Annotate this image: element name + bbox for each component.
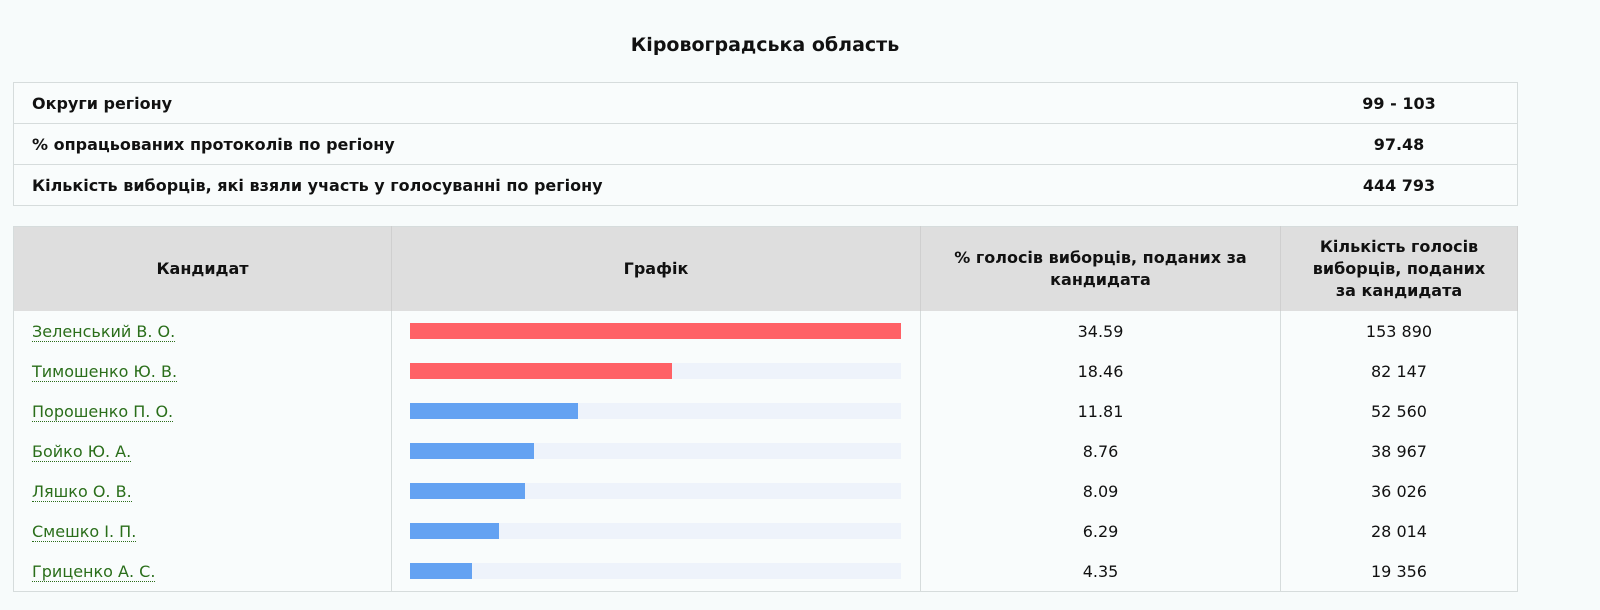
vote-bar [410,523,500,539]
candidate-cell: Смешко І. П. [13,511,392,551]
summary-row-protocols: % опрацьованих протоколів по регіону 97.4… [13,123,1518,165]
summary-label: Округи регіону [13,82,1281,124]
bar-track [410,523,901,539]
votes-cell: 52 560 [1280,391,1518,431]
votes-cell: 36 026 [1280,471,1518,511]
percent-cell: 11.81 [920,391,1281,431]
table-row: Бойко Ю. А. 8.76 38 967 [13,431,1518,471]
region-title: Кіровоградська область [630,34,900,56]
candidate-cell: Порошенко П. О. [13,391,392,431]
vote-bar [410,483,525,499]
summary-label: % опрацьованих протоколів по регіону [13,123,1281,165]
summary-row-districts: Округи регіону 99 - 103 [13,82,1518,124]
bar-track [410,363,901,379]
header-chart: Графік [391,226,921,311]
bar-track [410,483,901,499]
candidate-cell: Тимошенко Ю. В. [13,351,392,391]
table-row: Смешко І. П. 6.29 28 014 [13,511,1518,551]
chart-cell [391,351,921,391]
percent-cell: 8.76 [920,431,1281,471]
candidate-cell: Гриценко А. С. [13,551,392,592]
chart-cell [391,391,921,431]
candidates-table: Кандидат Графік % голосів виборців, пода… [13,226,1518,592]
candidate-link[interactable]: Ляшко О. В. [32,481,132,502]
candidate-cell: Бойко Ю. А. [13,431,392,471]
votes-cell: 153 890 [1280,311,1518,351]
vote-bar [410,443,535,459]
percent-cell: 6.29 [920,511,1281,551]
vote-bar [410,403,578,419]
vote-bar [410,563,472,579]
candidate-link[interactable]: Тимошенко Ю. В. [32,361,178,382]
chart-cell [391,471,921,511]
chart-cell [391,511,921,551]
table-row: Тимошенко Ю. В. 18.46 82 147 [13,351,1518,391]
bar-track [410,403,901,419]
vote-bar [410,323,901,339]
header-candidate: Кандидат [13,226,392,311]
candidate-link[interactable]: Гриценко А. С. [32,561,156,582]
chart-cell [391,311,921,351]
bar-track [410,323,901,339]
table-row: Зеленський В. О. 34.59 153 890 [13,311,1518,351]
header-percent: % голосів виборців, поданих за кандидата [920,226,1281,311]
votes-cell: 82 147 [1280,351,1518,391]
vote-bar [410,363,673,379]
percent-cell: 18.46 [920,351,1281,391]
votes-cell: 28 014 [1280,511,1518,551]
candidate-link[interactable]: Смешко І. П. [32,521,137,542]
bar-track [410,443,901,459]
votes-cell: 19 356 [1280,551,1518,592]
summary-value: 97.48 [1281,123,1518,165]
summary-value: 99 - 103 [1281,82,1518,124]
votes-cell: 38 967 [1280,431,1518,471]
table-row: Порошенко П. О. 11.81 52 560 [13,391,1518,431]
percent-cell: 4.35 [920,551,1281,592]
percent-cell: 34.59 [920,311,1281,351]
header-count: Кількість голосів виборців, поданих за к… [1280,226,1518,311]
summary-row-turnout: Кількість виборців, які взяли участь у г… [13,164,1518,206]
table-row: Ляшко О. В. 8.09 36 026 [13,471,1518,511]
chart-cell [391,551,921,592]
table-row: Гриценко А. С. 4.35 19 356 [13,551,1518,592]
candidate-link[interactable]: Зеленський В. О. [32,321,176,342]
candidate-link[interactable]: Порошенко П. О. [32,401,174,422]
region-summary-table: Округи регіону 99 - 103 % опрацьованих пр… [13,82,1518,206]
candidate-link[interactable]: Бойко Ю. А. [32,441,132,462]
candidate-cell: Зеленський В. О. [13,311,392,351]
bar-track [410,563,901,579]
candidate-cell: Ляшко О. В. [13,471,392,511]
summary-label: Кількість виборців, які взяли участь у г… [13,164,1281,206]
summary-value: 444 793 [1281,164,1518,206]
percent-cell: 8.09 [920,471,1281,511]
chart-cell [391,431,921,471]
